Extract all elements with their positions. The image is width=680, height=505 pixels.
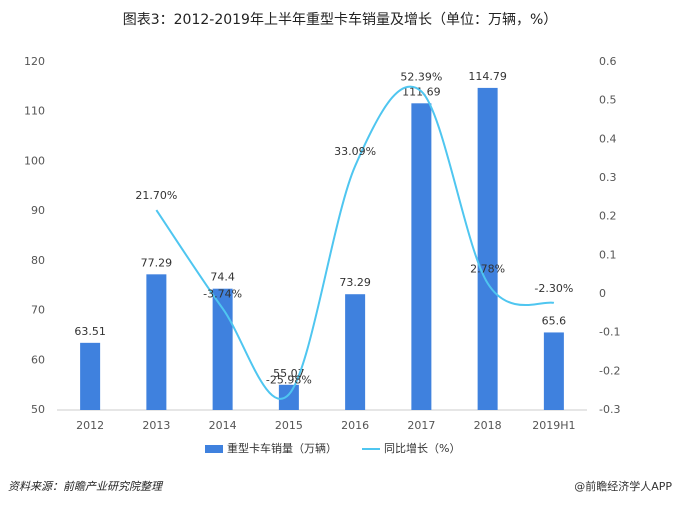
bar: [80, 342, 101, 410]
legend-label: 同比增长（%）: [384, 441, 460, 455]
x-tick-label: 2013: [142, 419, 170, 432]
bar-value-label: 77.29: [141, 256, 173, 269]
bar: [146, 274, 167, 410]
y-tick-label: 100: [24, 154, 45, 167]
y2-tick-label: 0.2: [599, 210, 617, 223]
bar: [278, 384, 299, 410]
y2-tick-label: 0.6: [599, 55, 617, 68]
legend-label: 重型卡车销量（万辆）: [227, 441, 337, 455]
y2-tick-label: 0.3: [599, 171, 617, 184]
bar-value-label: 114.79: [468, 70, 507, 83]
legend-swatch: [205, 445, 223, 453]
x-tick-label: 2016: [341, 419, 369, 432]
bar: [212, 288, 233, 410]
line-value-label: 21.70%: [135, 189, 177, 202]
bar-value-label: 65.6: [542, 314, 567, 327]
y2-tick-label: 0.1: [599, 248, 617, 261]
bar-value-label: 74.4: [210, 271, 235, 284]
line-value-label: 2.78%: [470, 262, 505, 275]
y-tick-label: 80: [31, 254, 45, 267]
y-tick-label: 50: [31, 403, 45, 416]
y2-tick-label: -0.1: [599, 326, 620, 339]
x-tick-label: 2012: [76, 419, 104, 432]
y-tick-label: 110: [24, 105, 45, 118]
line-value-label: -25.98%: [266, 373, 312, 386]
line-value-label: 52.39%: [400, 70, 442, 83]
bar: [411, 103, 432, 411]
bar-value-label: 55.07: [273, 367, 305, 380]
y2-tick-label: 0: [599, 287, 606, 300]
y-tick-label: 70: [31, 304, 45, 317]
y-tick-label: 120: [24, 55, 45, 68]
bar-value-label: 73.29: [339, 276, 371, 289]
footer: @前瞻经济学人APP: [574, 479, 672, 493]
bar: [477, 87, 498, 410]
bar: [543, 332, 564, 410]
y-tick-label: 90: [31, 204, 45, 217]
bar: [345, 294, 366, 410]
source: 资料来源：前瞻产业研究院整理: [8, 480, 164, 493]
y2-tick-label: 0.5: [599, 94, 617, 107]
x-tick-label: 2019H1: [532, 419, 575, 432]
growth-line: [155, 85, 555, 400]
x-tick-label: 2015: [275, 419, 303, 432]
line-value-label: -3.74%: [203, 287, 242, 300]
y-tick-label: 60: [31, 353, 45, 366]
y2-tick-label: -0.3: [599, 403, 620, 416]
x-tick-label: 2018: [474, 419, 502, 432]
y2-tick-label: -0.2: [599, 364, 620, 377]
x-tick-label: 2017: [407, 419, 435, 432]
chart-title: 图表3：2012-2019年上半年重型卡车销量及增长（单位：万辆，%）: [123, 11, 558, 28]
line-value-label: -2.30%: [534, 282, 573, 295]
y2-tick-label: 0.4: [599, 132, 617, 145]
x-tick-label: 2014: [209, 419, 237, 432]
bar-value-label: 63.51: [74, 325, 106, 338]
line-value-label: 33.09%: [334, 145, 376, 158]
